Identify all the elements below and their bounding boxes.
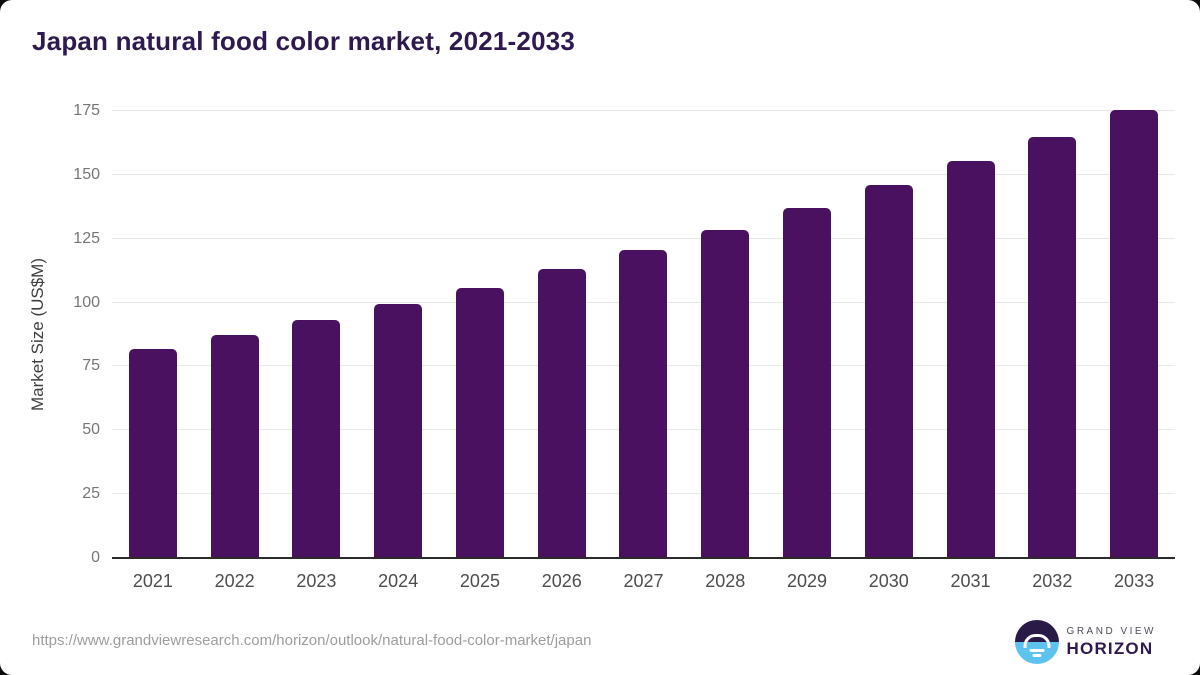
bar-2021 bbox=[128, 348, 177, 558]
logo-sun-arch bbox=[1023, 634, 1051, 648]
x-tick-label-2023: 2023 bbox=[296, 571, 337, 591]
gridline-175 bbox=[112, 110, 1175, 111]
bar-2022 bbox=[210, 334, 259, 558]
x-tick-labels: 2021 2022 2023 2024 2025 2026 2027 2028 2029 2030… bbox=[112, 571, 1175, 592]
x-tick-label-2028: 2028 bbox=[705, 571, 746, 591]
gridline-125 bbox=[112, 237, 1175, 239]
bar-2023 bbox=[292, 319, 341, 558]
y-tick-label-50: 50 bbox=[82, 421, 100, 439]
x-tick-label-2032: 2032 bbox=[1032, 571, 1073, 591]
bar-cell-2031 bbox=[930, 111, 1012, 558]
bar-cell-2026 bbox=[521, 111, 603, 558]
bar-2029 bbox=[783, 207, 831, 558]
x-tick-label-2029: 2029 bbox=[786, 571, 828, 591]
bar-2032 bbox=[1028, 137, 1077, 558]
gridline-150 bbox=[112, 173, 1175, 175]
bar-cell-2028 bbox=[684, 111, 766, 558]
bar-cell-2021 bbox=[112, 111, 194, 558]
bar-cell-2033 bbox=[1093, 109, 1175, 558]
bar-2033 bbox=[1110, 109, 1159, 558]
x-tick-label-2021: 2021 bbox=[132, 571, 173, 591]
y-tick-label-0: 0 bbox=[91, 549, 100, 566]
y-tick-label-75: 75 bbox=[82, 357, 100, 375]
chart-title: Japan natural food color market, 2021-20… bbox=[32, 26, 576, 56]
bar-cell-2025 bbox=[439, 111, 521, 558]
bar-2025 bbox=[455, 287, 504, 558]
y-tick-label-100: 100 bbox=[73, 293, 100, 311]
bar-cell-2024 bbox=[357, 111, 439, 558]
logo-grand-view-label: GRAND VIEW bbox=[1066, 625, 1156, 637]
bar-2030 bbox=[864, 185, 913, 558]
x-tick-label-2022: 2022 bbox=[214, 571, 255, 591]
logo-sky-half bbox=[1014, 620, 1059, 642]
source-url: https://www.grandviewresearch.com/horizo… bbox=[32, 632, 592, 649]
bar-cell-2030 bbox=[848, 111, 930, 558]
bar-cell-2022 bbox=[194, 111, 276, 558]
x-tick-label-2033: 2033 bbox=[1114, 571, 1155, 591]
bar-cell-2027 bbox=[603, 111, 685, 558]
y-tick-label-175: 175 bbox=[73, 102, 100, 119]
y-tick-label-25: 25 bbox=[82, 485, 100, 503]
brand-logo: GRAND VIEW HORIZON bbox=[1014, 620, 1156, 664]
horizon-sunset-logo-icon bbox=[1014, 620, 1059, 664]
y-tick-labels: 0 25 50 75 100 125 150 175 bbox=[0, 103, 100, 566]
bar-cell-2032 bbox=[1011, 111, 1093, 558]
x-tick-label-2025: 2025 bbox=[459, 571, 500, 591]
x-tick-label-2026: 2026 bbox=[541, 571, 582, 591]
bar-2026 bbox=[537, 269, 586, 558]
logo-horizon-label: HORIZON bbox=[1066, 638, 1154, 658]
bar-2027 bbox=[619, 250, 668, 558]
bar-series bbox=[112, 109, 1175, 558]
x-tick-label-2027: 2027 bbox=[623, 571, 664, 591]
x-tick-label-2031: 2031 bbox=[950, 571, 991, 591]
bar-2031 bbox=[946, 161, 995, 558]
bar-2028 bbox=[701, 229, 750, 558]
bar-cell-2029 bbox=[766, 111, 848, 558]
logo-reflection-line bbox=[1029, 649, 1045, 652]
y-tick-label-125: 125 bbox=[73, 229, 100, 247]
y-tick-label-150: 150 bbox=[73, 165, 100, 183]
bar-2024 bbox=[374, 303, 423, 558]
plot-area bbox=[112, 109, 1175, 559]
logo-text: GRAND VIEW HORIZON bbox=[1067, 626, 1156, 659]
bar-cell-2023 bbox=[276, 111, 358, 558]
logo-reflection-line bbox=[1032, 654, 1042, 657]
x-tick-label-2030: 2030 bbox=[868, 571, 909, 591]
x-axis-line bbox=[112, 557, 1175, 559]
x-tick-label-2024: 2024 bbox=[378, 571, 419, 591]
